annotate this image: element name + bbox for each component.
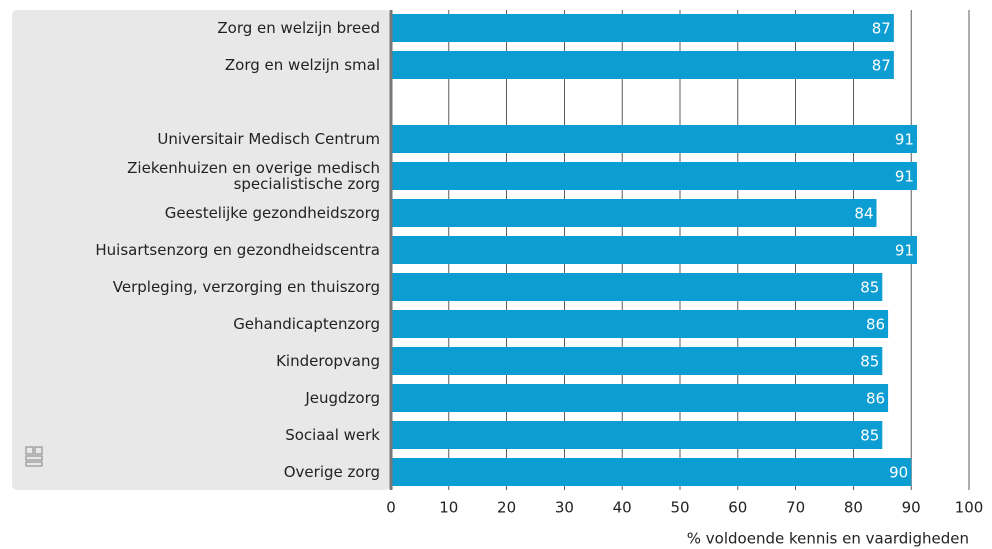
x-tick-label: 60 xyxy=(728,499,747,517)
bar xyxy=(391,125,917,153)
bar xyxy=(391,384,889,412)
x-tick-label: 100 xyxy=(955,499,984,517)
value-label: 85 xyxy=(860,279,879,297)
value-label: 85 xyxy=(860,353,879,371)
bar xyxy=(391,162,917,190)
value-label: 86 xyxy=(866,316,885,334)
value-label: 91 xyxy=(895,131,914,149)
bar xyxy=(391,310,889,338)
x-axis-label: % voldoende kennis en vaardigheden xyxy=(687,530,969,548)
x-tick-label: 70 xyxy=(786,499,805,517)
category-label: Zorg en welzijn smal xyxy=(224,56,380,74)
x-tick-label: 30 xyxy=(555,499,574,517)
category-label: Geestelijke gezondheidszorg xyxy=(164,204,380,222)
bar xyxy=(391,199,877,227)
value-label: 90 xyxy=(889,464,908,482)
category-label: Verpleging, verzorging en thuiszorg xyxy=(112,278,380,296)
value-label: 87 xyxy=(872,20,891,38)
x-tick-label: 10 xyxy=(439,499,458,517)
category-label: Zorg en welzijn breed xyxy=(217,19,380,37)
x-tick-label: 20 xyxy=(497,499,516,517)
x-tick-label: 50 xyxy=(670,499,689,517)
bar xyxy=(391,347,883,375)
category-label: Ziekenhuizen en overige medisch speciali… xyxy=(127,159,380,193)
bar xyxy=(391,14,894,42)
bar xyxy=(391,458,912,486)
value-label: 91 xyxy=(895,168,914,186)
bar xyxy=(391,273,883,301)
logo xyxy=(25,446,43,467)
value-label: 86 xyxy=(866,390,885,408)
category-label: Gehandicaptenzorg xyxy=(233,315,380,333)
value-label: 85 xyxy=(860,427,879,445)
bar xyxy=(391,421,883,449)
x-tick-label: 40 xyxy=(613,499,632,517)
bar xyxy=(391,51,894,79)
value-label: 91 xyxy=(895,242,914,260)
category-label: Sociaal werk xyxy=(285,426,380,444)
category-label: Jeugdzorg xyxy=(305,389,380,407)
category-label: Overige zorg xyxy=(283,463,380,481)
category-label: Kinderopvang xyxy=(276,352,380,370)
x-tick-label: 90 xyxy=(902,499,921,517)
label-panel xyxy=(12,10,390,490)
category-label: Universitair Medisch Centrum xyxy=(157,130,380,148)
bar xyxy=(391,236,917,264)
value-label: 87 xyxy=(872,57,891,75)
x-tick-label: 0 xyxy=(386,499,396,517)
value-label: 84 xyxy=(854,205,873,223)
x-tick-label: 80 xyxy=(844,499,863,517)
category-label: Huisartsenzorg en gezondheidscentra xyxy=(95,241,380,259)
